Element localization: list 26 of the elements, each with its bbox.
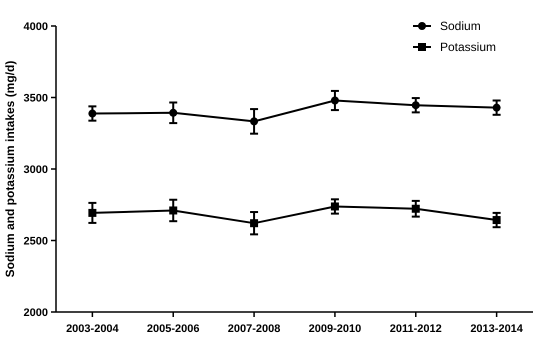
point <box>412 101 420 110</box>
point <box>492 104 501 112</box>
point <box>250 219 258 228</box>
y-tick-label: 4000 <box>24 20 48 33</box>
legend-label: Sodium <box>440 19 481 34</box>
point <box>169 108 178 117</box>
x-tick-label: 2011-2012 <box>390 323 442 335</box>
point <box>330 96 339 105</box>
point <box>88 110 96 118</box>
point <box>492 216 501 224</box>
x-tick-label: 2009-2010 <box>308 323 362 335</box>
x-tick-label: 2003-2004 <box>66 323 120 335</box>
point <box>330 202 339 210</box>
x-tick-label: 2013-2014 <box>470 323 524 335</box>
y-axis-title: Sodium and potassium intakes (mg/d) <box>3 60 17 278</box>
y-tick-label: 2500 <box>24 235 48 248</box>
legend-label: Potassium <box>440 40 496 54</box>
point <box>88 208 96 217</box>
point <box>412 204 420 213</box>
point <box>250 117 258 126</box>
y-tick-label: 3500 <box>24 92 48 104</box>
y-tick-label: 3000 <box>24 164 48 176</box>
x-tick-label: 2005-2006 <box>146 323 200 335</box>
point <box>169 206 178 214</box>
y-tick-label: 2000 <box>24 306 48 319</box>
x-tick-label: 2007-2008 <box>228 323 280 335</box>
